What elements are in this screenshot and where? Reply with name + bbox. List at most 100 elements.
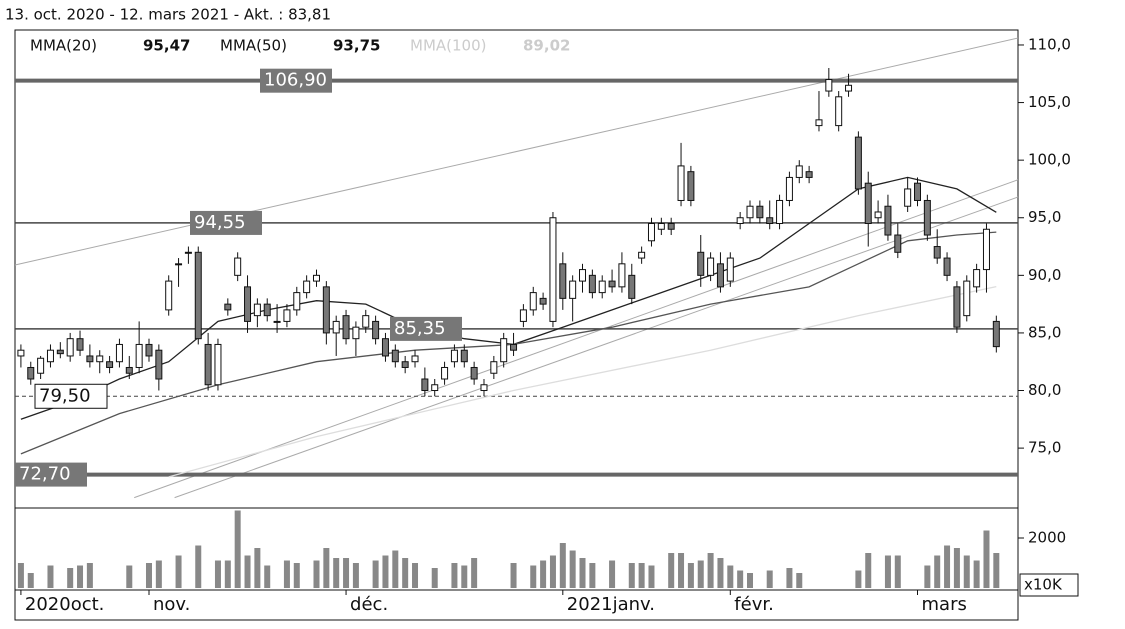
candle-body [559,263,567,299]
candle-body [647,223,655,242]
volume-bar [461,565,468,588]
candle-body [460,349,468,363]
volume-bar [855,570,862,588]
candle-body [224,303,232,311]
candle-body [549,217,557,322]
trendline [14,37,1019,266]
volume-bar [549,555,556,588]
candle-body [234,257,242,276]
volume-bar [412,563,419,588]
y-tick-label: 100,0 [1028,151,1071,169]
volume-bar [372,560,379,588]
level-label-box [190,210,262,235]
volume-bar [934,555,941,588]
unit-box [1019,573,1079,597]
volume-bar [569,550,576,588]
level-label: 72,70 [19,464,71,485]
trendline [174,196,1019,499]
volume-bar [668,553,675,588]
candle-body [608,280,616,288]
volume-bar [993,553,1000,588]
candle-body [125,366,133,374]
candle-body [835,96,843,127]
legend-value: 95,47 [143,37,190,55]
volume-bar [214,560,221,588]
trendline [134,179,1019,499]
y-tick-label: 105,0 [1028,93,1071,111]
candle-body [480,384,488,392]
candle-body [933,246,941,259]
level-label-box [34,383,108,409]
volume-bar [717,558,724,588]
candle-body [332,320,340,334]
candle-body [953,286,961,328]
candle-body [244,286,252,322]
volume-bar [648,565,655,588]
candle-body [283,309,291,322]
y-tick-label: 80,0 [1028,381,1061,399]
level-label-box [260,68,332,93]
legend-name: MMA(100) [410,37,486,55]
candle-body [441,366,449,380]
volume-bar [471,558,478,588]
volume-bar [175,555,182,588]
candle-body [37,357,45,374]
volume-bar [77,565,84,588]
legend-value: 93,75 [333,37,380,55]
volume-bar [944,545,951,588]
candle-body [372,320,380,340]
candle-body [293,292,301,311]
volume-bar [727,565,734,588]
x-tick-label: nov. [153,594,190,615]
candle-body [194,251,202,340]
volume-bar [47,565,54,588]
candle-body [667,223,675,230]
candle-body [529,292,537,311]
volume-bar [224,560,231,588]
candle-body [96,355,104,363]
candle-body [874,211,882,219]
candle-body [381,338,389,357]
volume-unit: x10K [1024,576,1063,594]
volume-bar [293,563,300,588]
volume-bar [145,563,152,588]
level-label-box [390,316,462,341]
candle-body [145,343,153,357]
volume-bar [254,548,261,588]
volume-bar [431,568,438,588]
candle-body [628,274,636,299]
candle-body [736,217,744,225]
volume-bar [234,510,241,588]
volume-bar [27,573,34,588]
level-label: 106,90 [264,70,327,91]
legend-value: 89,02 [523,37,570,55]
volume-bar [264,565,271,588]
candle-body [66,338,74,357]
volume-bar [17,563,24,588]
level-label-box [15,462,87,487]
volume-tick-label: 2000 [1028,529,1066,547]
candle-body [795,165,803,178]
volume-bar [333,558,340,588]
legend-name: MMA(20) [30,37,97,55]
candle-body [638,251,646,259]
frame [14,29,1019,621]
candle-body [510,343,518,351]
candle-body [894,234,902,253]
x-tick-label: déc. [350,594,388,615]
volume-bar [155,560,162,588]
volume-bar [451,563,458,588]
candle-body [431,384,439,392]
volume-bar [678,553,685,588]
candle-body [421,378,429,392]
volume-bar [530,565,537,588]
candle-body [401,361,409,368]
moving-average [20,231,997,455]
volume-bar [707,553,714,588]
candle-body [854,136,862,190]
candle-body [923,199,931,236]
candle-body [539,297,547,305]
candle-body [815,119,823,127]
candle-body [155,349,163,380]
candle-body [204,343,212,386]
